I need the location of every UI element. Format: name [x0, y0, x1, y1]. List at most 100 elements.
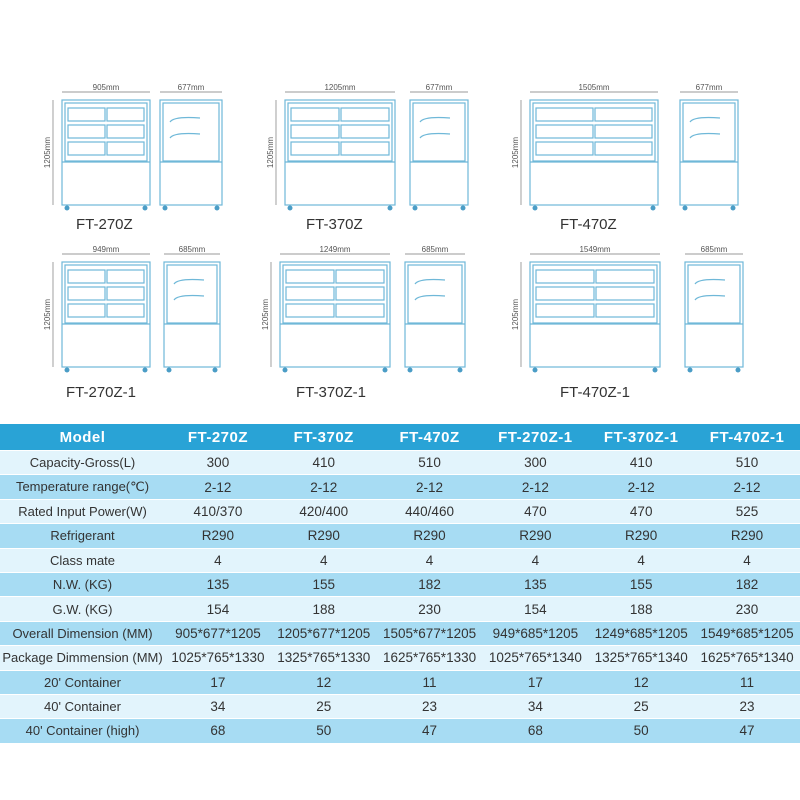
front-view-outline — [284, 99, 396, 206]
wheel — [407, 367, 413, 373]
side-shelf-2 — [169, 132, 201, 139]
table-cell: 17 — [165, 670, 271, 695]
front-shelf-panel — [594, 124, 653, 139]
drawing-ft-470z-1: 1549mm 685mm 1205mm — [511, 245, 744, 373]
table-cell: 11 — [376, 670, 483, 695]
wheel — [650, 205, 656, 211]
side-view-outline — [404, 261, 466, 368]
wheel — [64, 367, 70, 373]
wheel — [532, 205, 538, 211]
table-cell: 12 — [270, 670, 377, 695]
table-cell: 155 — [588, 572, 695, 598]
table-row: Temperature range(℃) 2-12 2-12 2-12 2-12 2-12… — [0, 474, 800, 500]
table-cell: 50 — [270, 718, 377, 744]
row-label: Class mate — [0, 548, 166, 573]
wheel — [387, 205, 393, 211]
side-glass — [162, 102, 220, 162]
wheel — [282, 367, 288, 373]
table-cell: 300 — [482, 450, 589, 476]
side-glass — [407, 264, 463, 324]
side-view-outline — [409, 99, 469, 206]
depth-dimension-label: 677mm — [178, 83, 205, 92]
height-dimension-label: 1205mm — [261, 299, 270, 330]
table-cell: 47 — [694, 718, 800, 744]
table-cell: 68 — [165, 718, 271, 744]
table-cell: 1325*765*1340 — [588, 645, 695, 671]
front-shelf-panel — [106, 107, 145, 122]
side-view-outline — [159, 99, 223, 206]
table-cell: 2-12 — [694, 474, 800, 500]
side-shelf-1 — [414, 278, 446, 285]
table-cell: 300 — [165, 450, 271, 476]
front-shelf-panel — [594, 107, 653, 122]
side-glass — [412, 102, 466, 162]
height-dimension-label: 1205mm — [511, 137, 520, 168]
front-shelf-panel — [106, 269, 145, 284]
wheel — [162, 205, 168, 211]
front-shelf-panel — [285, 269, 335, 284]
row-label: Package Dimmension (MM) — [0, 645, 166, 671]
front-shelf-panel — [67, 269, 106, 284]
row-label: Temperature range(℃) — [0, 474, 166, 500]
table-cell: 410 — [270, 450, 377, 476]
wheel — [532, 367, 538, 373]
drawing-ft-470z: 1505mm 677mm 1205mm — [511, 83, 739, 211]
front-shelf-panel — [67, 124, 106, 139]
wheel — [457, 367, 463, 373]
table-cell: 23 — [376, 694, 483, 720]
header-ft-270z-1: FT-270Z-1 — [482, 424, 589, 451]
table-cell: 25 — [588, 694, 695, 720]
table-cell: 1249*685*1205 — [588, 621, 695, 647]
table-cell: 440/460 — [376, 499, 483, 525]
header-model: Model — [0, 424, 166, 451]
front-shelf-panel — [106, 303, 145, 318]
front-shelf-panel — [67, 286, 106, 301]
table-cell: 1025*765*1330 — [165, 645, 271, 671]
header-ft-270z: FT-270Z — [165, 424, 271, 451]
front-shelf-panel — [535, 269, 595, 284]
table-cell: 525 — [694, 499, 800, 525]
wheel — [382, 367, 388, 373]
table-cell: 510 — [694, 450, 800, 476]
side-shelf-2 — [419, 132, 451, 139]
front-shelf-panel — [340, 141, 390, 156]
depth-dimension-label: 677mm — [426, 83, 453, 92]
front-glass — [282, 264, 388, 324]
table-cell: 1205*677*1205 — [270, 621, 377, 647]
table-row: Class mate 4 4 4 4 4 4 — [0, 548, 800, 573]
side-shelf-1 — [419, 116, 451, 123]
front-view-outline — [529, 99, 659, 206]
front-shelf-panel — [67, 107, 106, 122]
front-shelf-panel — [285, 286, 335, 301]
width-dimension-label: 1549mm — [579, 245, 610, 254]
table-cell: 230 — [694, 596, 800, 622]
table-cell: 4 — [165, 548, 271, 573]
row-label: Rated Input Power(W) — [0, 499, 166, 525]
table-cell: 905*677*1205 — [165, 621, 271, 647]
wheel — [64, 205, 70, 211]
table-cell: 1325*765*1330 — [270, 645, 377, 671]
height-dimension-label: 1205mm — [43, 137, 52, 168]
header-ft-370z: FT-370Z — [270, 424, 377, 451]
front-shelf-panel — [595, 269, 655, 284]
table-cell: 12 — [588, 670, 695, 695]
table-cell: 4 — [694, 548, 800, 573]
front-shelf-panel — [535, 141, 594, 156]
table-cell: 470 — [482, 499, 589, 525]
front-glass — [287, 102, 393, 162]
table-row: G.W. (KG) 154 188 230 154 188 230 — [0, 596, 800, 622]
front-shelf-panel — [340, 107, 390, 122]
side-glass — [687, 264, 741, 324]
table-cell: 11 — [694, 670, 800, 695]
row-label: 20' Container — [0, 670, 166, 695]
table-cell: R290 — [588, 523, 695, 549]
drawing-ft-370z-1: 1249mm 685mm 1205mm — [261, 245, 466, 373]
product-drawings: 905mm 677mm 1205mm FT-270Z 1205mm 677mm 1205mm… — [43, 83, 744, 401]
table-cell: 1505*677*1205 — [376, 621, 483, 647]
width-dimension-label: 949mm — [93, 245, 120, 254]
front-shelf-panel — [535, 124, 594, 139]
table-cell: 68 — [482, 718, 589, 744]
row-label: Refrigerant — [0, 523, 166, 549]
front-shelf-panel — [595, 286, 655, 301]
table-cell: 17 — [482, 670, 589, 695]
